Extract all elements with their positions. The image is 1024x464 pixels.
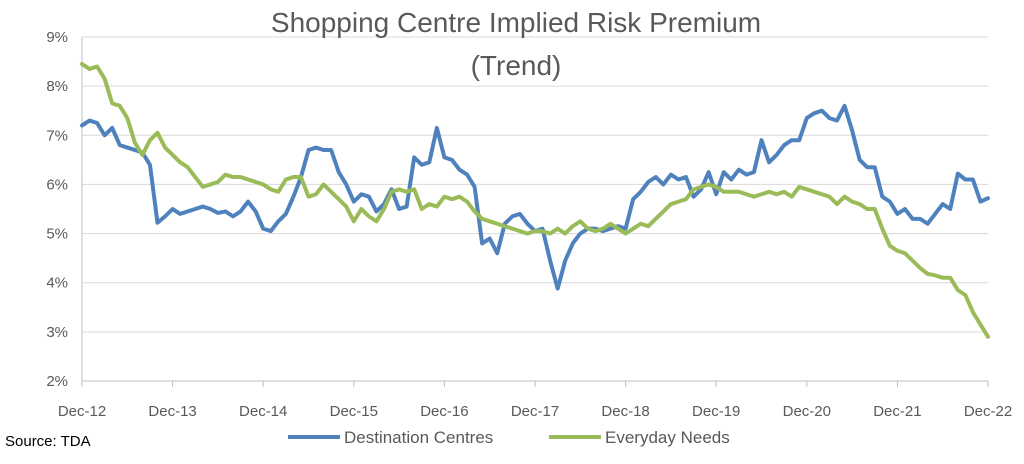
legend: Destination Centres Everyday Needs [288,428,730,447]
source-note: Source: TDA [5,433,91,450]
axes [81,37,988,382]
x-tick-label: Dec-16 [420,403,468,420]
y-tick-label: 6% [46,176,68,193]
x-tick-label: Dec-19 [692,403,740,420]
series-lines [80,62,990,339]
chart-title: Shopping Centre Implied Risk Premium [271,7,761,38]
gridlines [82,36,988,333]
x-axis-ticks: Dec-12 Dec-13 Dec-14 Dec-15 Dec-16 Dec-17 Dec-… [58,381,1012,420]
y-axis-ticks: 2% 3% 4% 5% 6% 7% 8% 9% [46,29,68,390]
x-tick-label: Dec-17 [511,403,559,420]
y-tick-label: 3% [46,324,68,341]
series-line-destination-centres [80,103,990,291]
x-tick-label: Dec-13 [148,403,196,420]
y-tick-label: 2% [46,373,68,390]
x-tick-label: Dec-15 [330,403,378,420]
legend-label-destination-centres: Destination Centres [344,428,493,447]
chart-subtitle: (Trend) [471,50,562,81]
x-tick-label: Dec-12 [58,403,106,420]
x-tick-label: Dec-20 [783,403,831,420]
y-tick-label: 9% [46,29,68,46]
x-tick-label: Dec-22 [964,403,1012,420]
x-tick-label: Dec-14 [239,403,287,420]
x-tick-label: Dec-18 [601,403,649,420]
y-tick-label: 7% [46,127,68,144]
legend-label-everyday-needs: Everyday Needs [605,428,730,447]
y-tick-label: 4% [46,275,68,292]
x-tick-label: Dec-21 [873,403,921,420]
y-tick-label: 8% [46,78,68,95]
y-tick-label: 5% [46,226,68,243]
series-line-everyday-needs [80,62,990,339]
